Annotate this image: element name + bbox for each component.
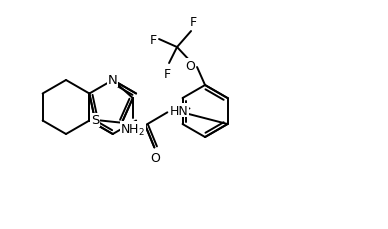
Text: S: S [91,114,99,127]
Text: O: O [185,59,195,72]
Text: F: F [163,68,171,81]
Text: NH$_2$: NH$_2$ [120,123,146,138]
Text: O: O [151,152,160,165]
Text: F: F [150,33,157,46]
Text: HN: HN [169,104,188,117]
Text: F: F [189,16,197,29]
Text: N: N [108,74,118,87]
